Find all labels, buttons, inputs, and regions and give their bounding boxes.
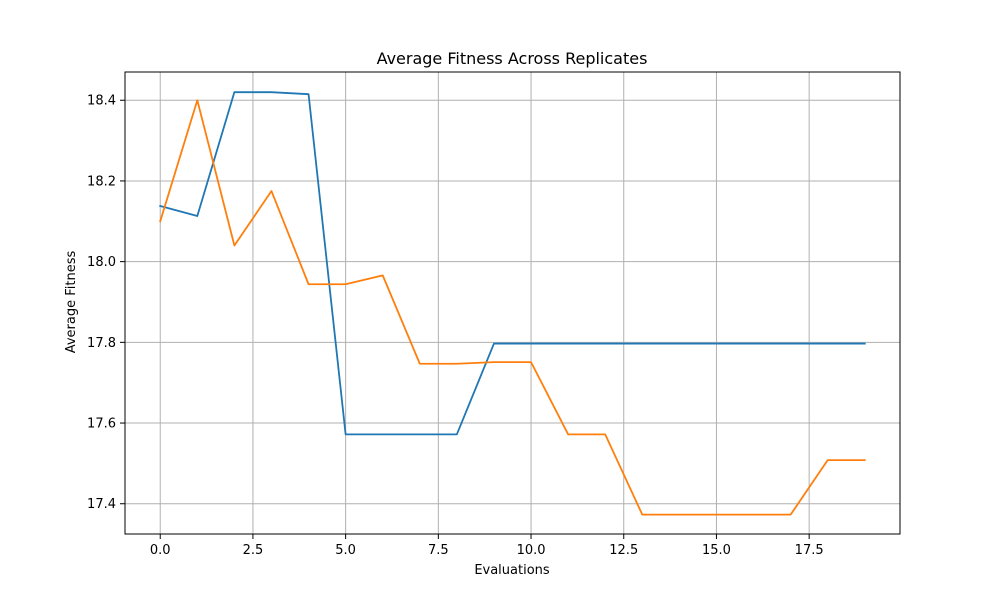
x-tick-label: 5.0	[335, 543, 356, 558]
y-tick-label: 17.4	[87, 497, 116, 512]
plot-frame	[124, 71, 901, 535]
chart-title: Average Fitness Across Replicates	[377, 49, 648, 68]
series-layer	[159, 91, 866, 516]
x-axis-label: Evaluations	[474, 563, 550, 578]
y-axis-ticks: 17.4 17.6 17.8 18.0 18.2 18.4	[87, 94, 125, 512]
x-tick-label: 7.5	[428, 543, 449, 558]
grid	[125, 72, 900, 534]
x-tick-label: 2.5	[243, 543, 264, 558]
y-tick-label: 17.8	[87, 336, 116, 351]
y-axis-label: Average Fitness	[64, 251, 79, 354]
y-tick-label: 17.6	[87, 417, 116, 432]
x-tick-label: 10.0	[517, 543, 546, 558]
y-tick-label: 18.0	[87, 255, 116, 270]
y-tick-label: 18.2	[87, 174, 116, 189]
x-axis-ticks: 0.0 2.5 5.0 7.5 10.0 12.5 15.0 17.5	[150, 534, 824, 558]
series-1-line	[159, 91, 866, 436]
y-tick-label: 18.4	[87, 94, 116, 109]
x-tick-label: 0.0	[150, 543, 171, 558]
x-tick-label: 17.5	[795, 543, 824, 558]
series-2-line	[159, 99, 866, 516]
x-tick-label: 15.0	[702, 543, 731, 558]
x-tick-label: 12.5	[609, 543, 638, 558]
